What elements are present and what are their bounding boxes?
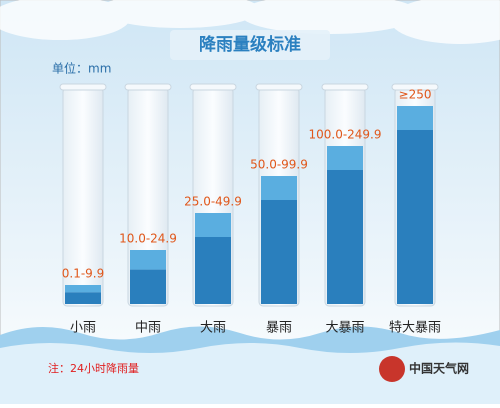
level-name: 中雨 bbox=[135, 321, 161, 336]
range-label: 10.0-24.9 bbox=[119, 232, 177, 246]
logo: 中国天气网 bbox=[409, 361, 469, 376]
fill bbox=[327, 170, 363, 304]
clouds bbox=[0, 0, 500, 44]
fill-top bbox=[130, 250, 166, 270]
fill-top bbox=[65, 285, 101, 293]
range-label: 100.0-249.9 bbox=[308, 128, 381, 142]
cylinder-lip bbox=[189, 83, 237, 91]
note: 注：24小时降雨量 bbox=[48, 361, 139, 375]
fill-top bbox=[327, 146, 363, 170]
cylinder-lip bbox=[255, 83, 303, 91]
cylinder-lip bbox=[124, 83, 172, 91]
fill bbox=[261, 200, 297, 304]
range-label: 25.0-49.9 bbox=[184, 195, 242, 209]
title: 降雨量级标准 bbox=[199, 34, 301, 55]
level-name: 大雨 bbox=[200, 321, 226, 336]
water-light bbox=[0, 342, 500, 404]
title-box bbox=[170, 30, 330, 60]
level-name: 大暴雨 bbox=[325, 321, 364, 336]
fill-top bbox=[261, 176, 297, 200]
fill-top bbox=[397, 106, 433, 130]
level-name: 暴雨 bbox=[266, 321, 292, 336]
cylinder-lip bbox=[59, 83, 107, 91]
columns: 0.1-9.9 小雨 10.0-24.9 中雨 25.0-49.9 大雨 50.0-99.9… bbox=[59, 83, 441, 336]
unit: 单位：mm bbox=[52, 61, 111, 76]
range-label: 50.0-99.9 bbox=[250, 158, 308, 172]
range-label: 0.1-9.9 bbox=[62, 267, 105, 281]
level-name: 特大暴雨 bbox=[389, 321, 441, 336]
fill-top bbox=[195, 213, 231, 237]
fill bbox=[130, 269, 166, 304]
logo-icon bbox=[379, 356, 405, 382]
cylinder-lip bbox=[391, 83, 439, 91]
fill bbox=[65, 292, 101, 304]
fill bbox=[397, 130, 433, 304]
fill bbox=[195, 237, 231, 304]
level-name: 小雨 bbox=[70, 321, 96, 336]
cylinder-lip bbox=[321, 83, 369, 91]
range-label: ≥250 bbox=[399, 88, 432, 102]
